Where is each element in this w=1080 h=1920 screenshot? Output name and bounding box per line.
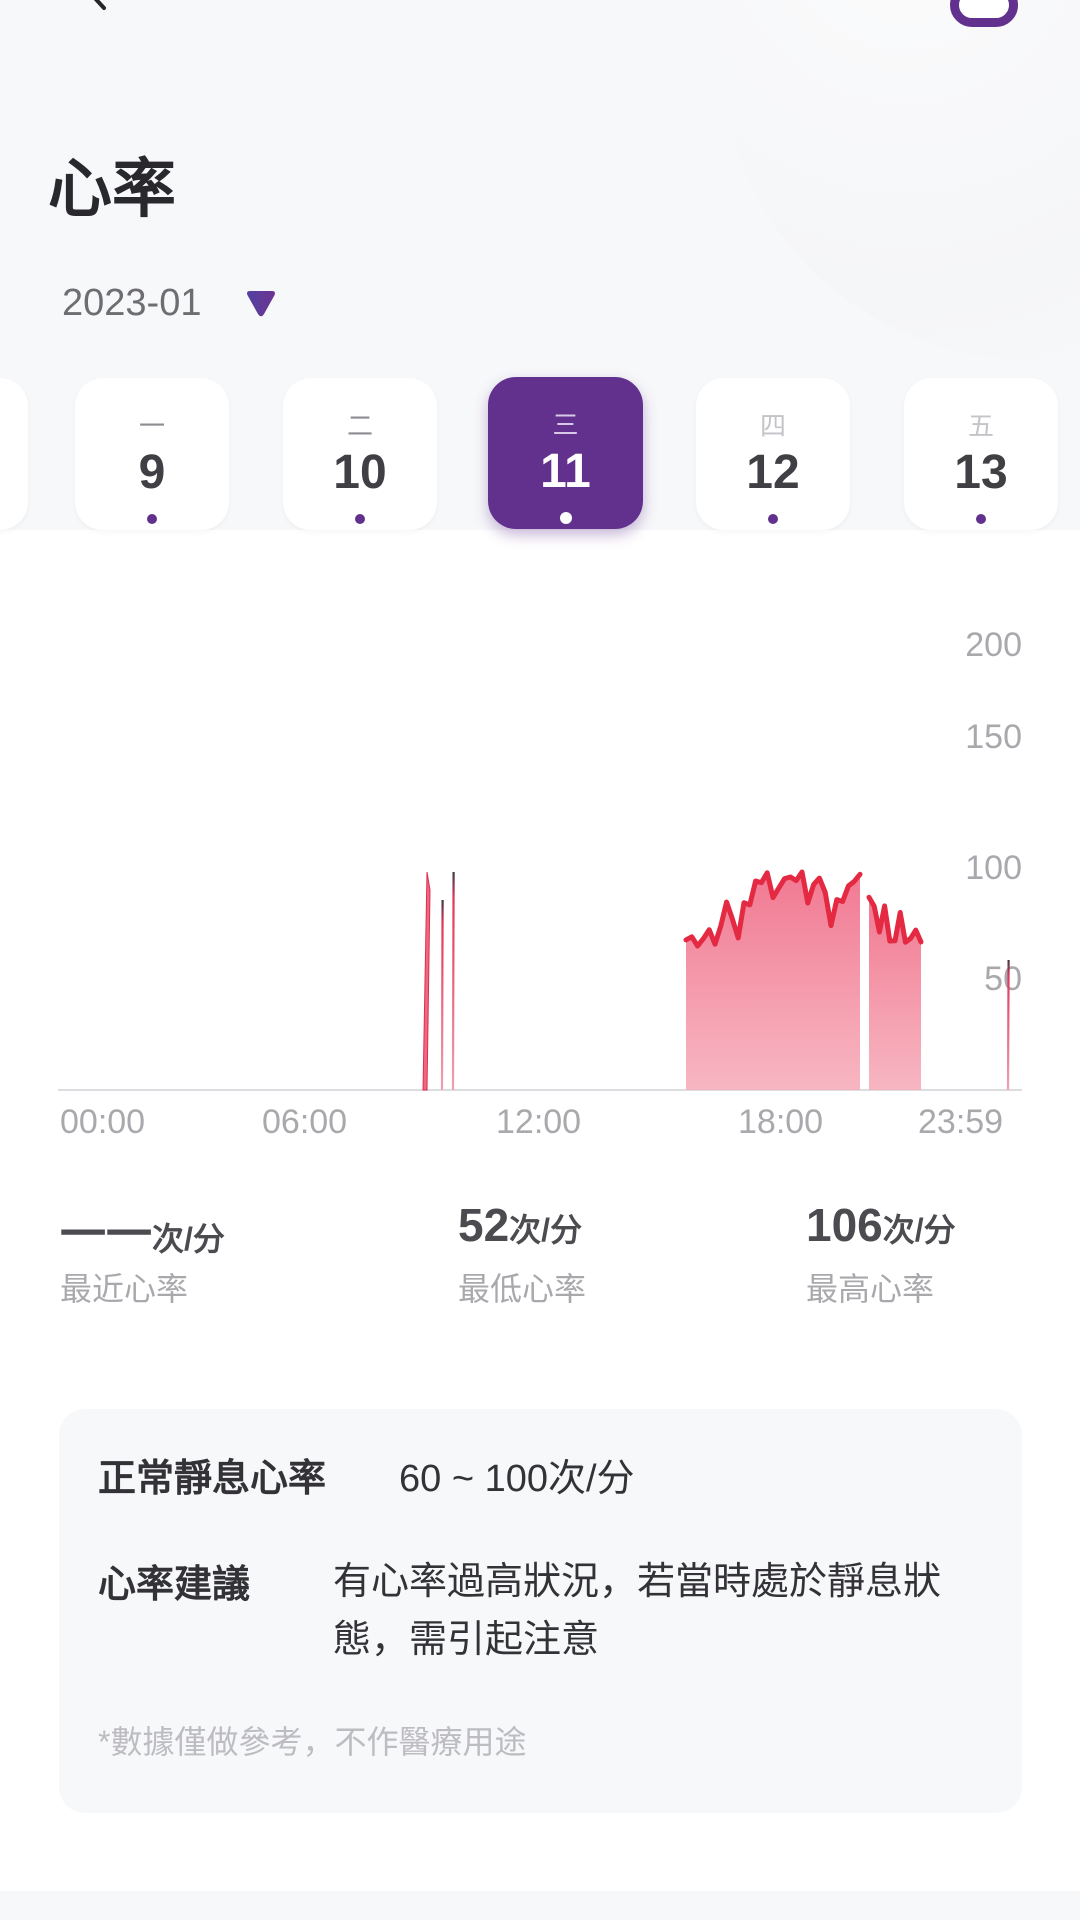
svg-text:50: 50 [984, 960, 1022, 998]
svg-text:200: 200 [965, 626, 1022, 664]
svg-text:00:00: 00:00 [60, 1103, 145, 1141]
svg-text:18:00: 18:00 [738, 1103, 823, 1141]
svg-text:150: 150 [965, 718, 1022, 756]
svg-text:100: 100 [965, 849, 1022, 887]
svg-text:12:00: 12:00 [496, 1103, 581, 1141]
svg-text:23:59: 23:59 [918, 1103, 1003, 1141]
svg-text:06:00: 06:00 [262, 1103, 347, 1141]
